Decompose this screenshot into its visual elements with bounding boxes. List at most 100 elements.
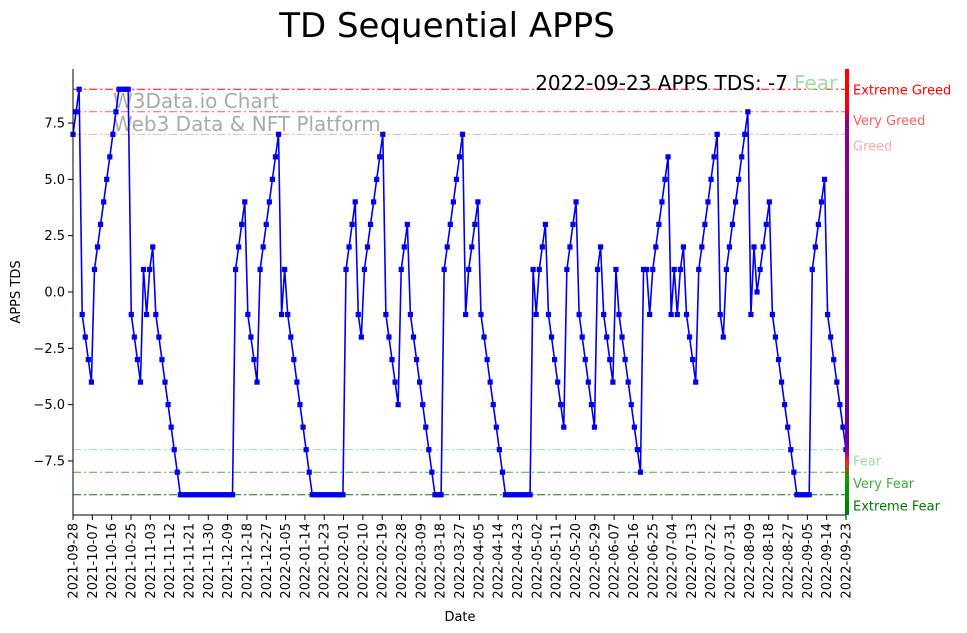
- data-point: [211, 492, 217, 498]
- data-point: [147, 266, 153, 273]
- data-point: [331, 492, 337, 498]
- x-tick-label: 2022-03-09: [414, 523, 429, 599]
- data-point: [297, 402, 303, 408]
- data-point: [524, 492, 530, 498]
- data-point: [113, 109, 119, 115]
- data-point: [515, 492, 521, 498]
- data-point: [328, 492, 334, 498]
- data-point: [380, 131, 386, 137]
- data-point: [156, 334, 162, 340]
- data-point: [214, 492, 220, 498]
- data-point: [539, 244, 545, 250]
- data-point: [288, 334, 294, 340]
- data-point: [763, 221, 769, 228]
- data-point: [757, 266, 763, 273]
- data-point: [788, 447, 794, 453]
- data-point: [346, 244, 352, 250]
- data-point: [242, 199, 248, 205]
- x-tick-label: 2022-08-18: [762, 523, 777, 599]
- data-point: [162, 379, 168, 385]
- data-point: [220, 492, 226, 498]
- data-point: [490, 402, 496, 408]
- data-point: [610, 379, 616, 385]
- data-point: [656, 221, 662, 228]
- data-point: [650, 266, 656, 273]
- data-point: [232, 266, 239, 273]
- x-tick-label: 2022-01-05: [279, 523, 294, 599]
- data-point: [711, 154, 717, 160]
- data-point: [312, 492, 318, 498]
- data-point: [401, 244, 407, 250]
- data-point: [705, 199, 711, 205]
- data-point: [447, 221, 453, 228]
- data-point: [576, 311, 582, 318]
- data-point: [374, 176, 380, 182]
- data-point: [177, 492, 183, 498]
- x-tick-label: 2021-11-21: [182, 523, 197, 599]
- data-point: [702, 221, 708, 228]
- data-point: [487, 379, 493, 385]
- data-point: [125, 86, 131, 92]
- data-point: [367, 221, 374, 228]
- data-point: [794, 492, 800, 498]
- data-point: [364, 244, 371, 250]
- data-point: [159, 356, 165, 363]
- data-point: [239, 221, 245, 228]
- data-point: [361, 266, 368, 273]
- data-point: [174, 469, 180, 475]
- data-point: [116, 86, 122, 92]
- data-point: [588, 402, 594, 408]
- data-point: [481, 334, 487, 340]
- x-tick-label: 2022-04-14: [492, 523, 507, 599]
- data-point: [285, 311, 291, 318]
- data-point: [769, 311, 775, 318]
- data-point: [122, 86, 128, 92]
- data-point: [573, 199, 579, 205]
- data-point: [153, 311, 159, 318]
- x-tick-label: 2022-09-05: [801, 523, 816, 599]
- data-point: [417, 379, 423, 385]
- x-tick-label: 2022-03-18: [434, 523, 449, 599]
- data-point: [88, 379, 94, 385]
- y-tick-label: 5.0: [44, 173, 65, 188]
- data-point: [736, 176, 742, 182]
- data-point: [505, 492, 512, 498]
- data-point: [420, 402, 426, 408]
- x-tick-label: 2022-02-19: [376, 523, 391, 599]
- x-tick-label: 2022-02-01: [337, 523, 352, 599]
- data-point: [386, 334, 392, 340]
- data-point: [82, 334, 88, 340]
- y-tick-label: 0.0: [44, 286, 65, 301]
- data-point: [677, 266, 683, 273]
- data-point: [837, 402, 843, 408]
- data-point: [94, 244, 101, 250]
- data-point: [668, 311, 674, 318]
- watermark: W3Data.io Chart Web3 Data & NFT Platform: [113, 89, 381, 136]
- data-point: [785, 424, 791, 430]
- data-point: [484, 356, 490, 363]
- data-point: [128, 311, 134, 318]
- data-point: [542, 221, 548, 228]
- x-tick-label: 2022-04-05: [472, 523, 487, 599]
- data-point: [202, 492, 208, 498]
- data-point: [558, 402, 564, 408]
- data-point: [466, 266, 472, 273]
- data-point: [607, 356, 613, 363]
- data-point: [806, 492, 812, 498]
- y-tick-label: −2.5: [33, 342, 65, 357]
- x-tick-label: 2022-07-13: [685, 523, 700, 599]
- data-point: [732, 199, 739, 205]
- data-point: [536, 266, 542, 273]
- data-point: [714, 131, 720, 137]
- data-point: [371, 199, 377, 205]
- data-point: [840, 424, 846, 430]
- data-point: [496, 447, 502, 453]
- data-point: [137, 379, 144, 385]
- data-point: [257, 266, 263, 273]
- data-point: [245, 311, 251, 318]
- data-point: [475, 199, 481, 205]
- data-point: [791, 469, 797, 475]
- data-point: [73, 109, 79, 115]
- data-point: [653, 244, 659, 250]
- data-point: [570, 221, 576, 228]
